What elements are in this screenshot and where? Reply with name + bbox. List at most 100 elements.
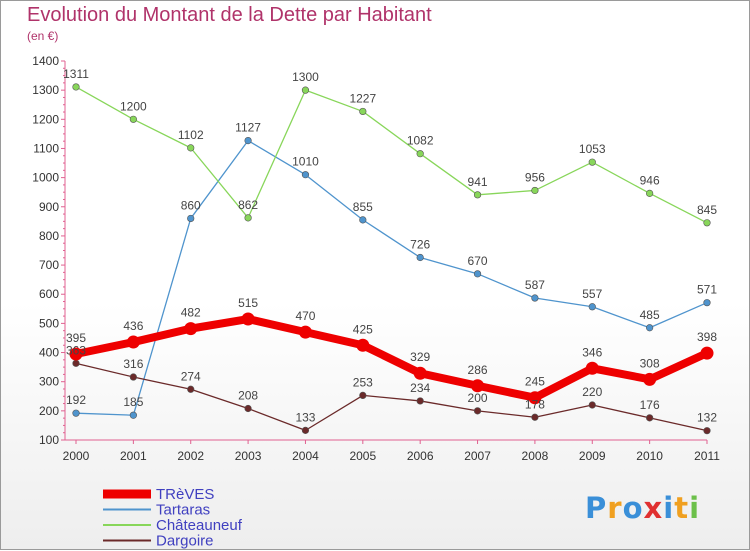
data-label: 220 bbox=[582, 385, 602, 399]
x-tick-label: 2001 bbox=[120, 449, 147, 463]
data-label: 253 bbox=[353, 375, 373, 389]
logo-letter: x bbox=[643, 491, 664, 525]
data-label: 941 bbox=[468, 175, 488, 189]
data-point bbox=[416, 150, 424, 158]
y-tick-label: 600 bbox=[39, 287, 59, 301]
data-point bbox=[244, 404, 252, 413]
data-point bbox=[531, 413, 539, 421]
x-tick-label: 2006 bbox=[407, 449, 434, 463]
data-point bbox=[588, 158, 596, 166]
data-label: 482 bbox=[181, 306, 201, 320]
x-tick-label: 2011 bbox=[694, 449, 720, 463]
data-label: 587 bbox=[525, 278, 545, 292]
y-tick-label: 100 bbox=[39, 433, 59, 447]
data-point bbox=[416, 253, 424, 262]
data-label: 557 bbox=[582, 287, 602, 301]
data-point bbox=[244, 136, 252, 145]
data-label: 1082 bbox=[407, 134, 434, 148]
data-label: 185 bbox=[123, 395, 143, 409]
data-point bbox=[703, 299, 711, 307]
y-tick-label: 400 bbox=[39, 346, 59, 360]
data-label: 346 bbox=[582, 345, 602, 359]
data-label: 1227 bbox=[349, 91, 376, 105]
data-label: 726 bbox=[410, 237, 430, 251]
data-label: 1200 bbox=[120, 99, 147, 113]
data-point bbox=[356, 338, 370, 352]
y-tick-label: 1000 bbox=[32, 171, 59, 185]
data-label: 946 bbox=[640, 173, 660, 187]
logo-letter: i bbox=[689, 491, 701, 525]
data-label: 274 bbox=[181, 369, 201, 383]
data-point bbox=[703, 427, 711, 435]
data-label: 860 bbox=[181, 198, 201, 212]
data-point bbox=[184, 322, 198, 336]
proxiti-logo: Proxiti bbox=[585, 491, 700, 525]
data-point bbox=[588, 303, 596, 311]
chart-subtitle: (en €) bbox=[27, 29, 59, 43]
series-line-Châteauneuf bbox=[75, 86, 708, 224]
x-tick-label: 2009 bbox=[579, 449, 606, 463]
logo-letter: i bbox=[663, 491, 675, 525]
data-point bbox=[126, 335, 140, 349]
data-point bbox=[471, 379, 485, 393]
y-tick-label: 1200 bbox=[32, 112, 59, 126]
data-point bbox=[72, 409, 80, 417]
logo-letter: P bbox=[585, 491, 608, 525]
data-label: 470 bbox=[295, 309, 315, 323]
x-tick-label: 2000 bbox=[63, 449, 90, 463]
x-tick-label: 2004 bbox=[292, 449, 319, 463]
data-point bbox=[643, 372, 657, 386]
y-tick-label: 800 bbox=[39, 229, 59, 243]
data-label: 862 bbox=[238, 198, 258, 212]
data-point bbox=[301, 171, 310, 179]
x-tick-label: 2002 bbox=[177, 449, 204, 463]
data-label: 286 bbox=[468, 363, 488, 377]
data-point bbox=[646, 414, 654, 422]
data-point bbox=[187, 214, 195, 223]
legend-label: Châteauneuf bbox=[156, 517, 243, 534]
y-tick-label: 700 bbox=[39, 258, 59, 272]
data-label: 1102 bbox=[178, 128, 204, 142]
logo-letter: o bbox=[622, 491, 644, 525]
x-tick-label: 2003 bbox=[235, 449, 262, 463]
data-label: 316 bbox=[123, 357, 143, 371]
data-point bbox=[241, 312, 255, 326]
data-point bbox=[703, 219, 711, 227]
data-point bbox=[646, 189, 654, 197]
data-label: 363 bbox=[66, 343, 86, 357]
data-point bbox=[72, 83, 80, 91]
data-point bbox=[531, 186, 539, 195]
data-label: 571 bbox=[697, 283, 717, 297]
data-label: 395 bbox=[66, 331, 86, 345]
data-point bbox=[473, 191, 482, 199]
data-label: 845 bbox=[697, 203, 717, 217]
data-label: 1127 bbox=[235, 121, 261, 135]
legend-label: Dargoire bbox=[156, 533, 214, 550]
y-tick-label: 1300 bbox=[32, 83, 59, 97]
data-label: 425 bbox=[353, 322, 373, 336]
chart-title: Evolution du Montant de la Dette par Hab… bbox=[27, 4, 432, 26]
data-label: 245 bbox=[525, 375, 545, 389]
logo-letter: t bbox=[674, 491, 690, 525]
data-label: 133 bbox=[295, 410, 315, 424]
data-label: 1053 bbox=[579, 142, 606, 156]
data-point bbox=[473, 407, 482, 415]
data-point bbox=[301, 86, 310, 94]
data-label: 398 bbox=[697, 330, 717, 344]
data-point bbox=[129, 373, 137, 381]
data-label: 956 bbox=[525, 170, 545, 184]
y-tick-label: 300 bbox=[39, 375, 59, 389]
data-point bbox=[700, 346, 714, 360]
data-point bbox=[129, 411, 137, 419]
data-point bbox=[244, 214, 252, 222]
data-point bbox=[413, 366, 427, 380]
y-tick-label: 1400 bbox=[32, 54, 59, 68]
x-tick-label: 2010 bbox=[636, 449, 663, 463]
x-tick-label: 2008 bbox=[522, 449, 549, 463]
data-point bbox=[585, 361, 599, 375]
data-point bbox=[416, 397, 424, 405]
series-line-Tartaras bbox=[75, 139, 708, 416]
data-point bbox=[187, 385, 195, 393]
data-point bbox=[129, 115, 137, 123]
